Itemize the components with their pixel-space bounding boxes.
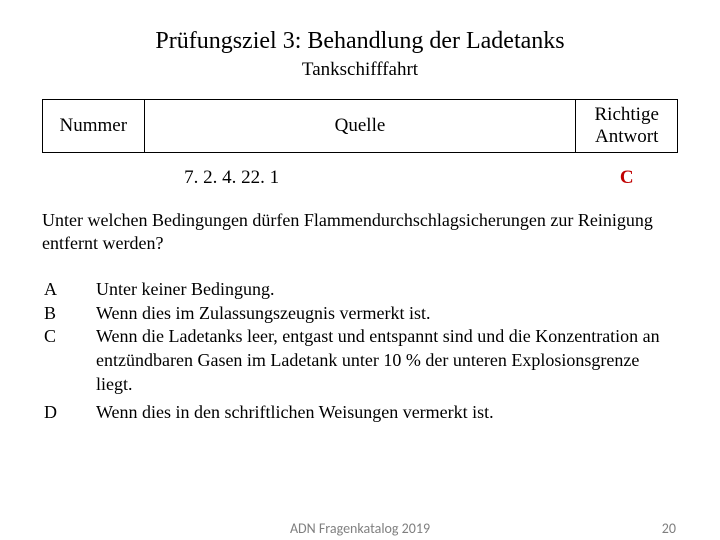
cell-correct-answer: C — [576, 153, 678, 200]
col-header-quelle: Quelle — [144, 100, 576, 153]
question-text: Unter welchen Bedingungen dürfen Flammen… — [42, 209, 678, 256]
cell-nummer — [43, 153, 145, 200]
footer-center-text: ADN Fragenkatalog 2019 — [290, 520, 430, 537]
cell-quelle: 7. 2. 4. 22. 1 — [144, 153, 576, 200]
option-letter-c: C — [44, 325, 96, 396]
footer-page-number: 20 — [662, 520, 676, 537]
option-letter-a: A — [44, 278, 96, 302]
option-text-c: Wenn die Ladetanks leer, entgast und ent… — [96, 325, 678, 396]
options-list: A Unter keiner Bedingung. B Wenn dies im… — [44, 278, 678, 425]
meta-table: Nummer Quelle Richtige Antwort 7. 2. 4. … — [42, 99, 678, 199]
page-title: Prüfungsziel 3: Behandlung der Ladetanks — [42, 28, 678, 55]
option-letter-b: B — [44, 302, 96, 326]
option-text-b: Wenn dies im Zulassungszeugnis vermerkt … — [96, 302, 678, 326]
col-header-nummer: Nummer — [43, 100, 145, 153]
option-text-d: Wenn dies in den schriftlichen Weisungen… — [96, 401, 678, 425]
option-letter-d: D — [44, 401, 96, 425]
page-subtitle: Tankschifffahrt — [42, 59, 678, 81]
col-header-antwort: Richtige Antwort — [576, 100, 678, 153]
option-text-a: Unter keiner Bedingung. — [96, 278, 678, 302]
